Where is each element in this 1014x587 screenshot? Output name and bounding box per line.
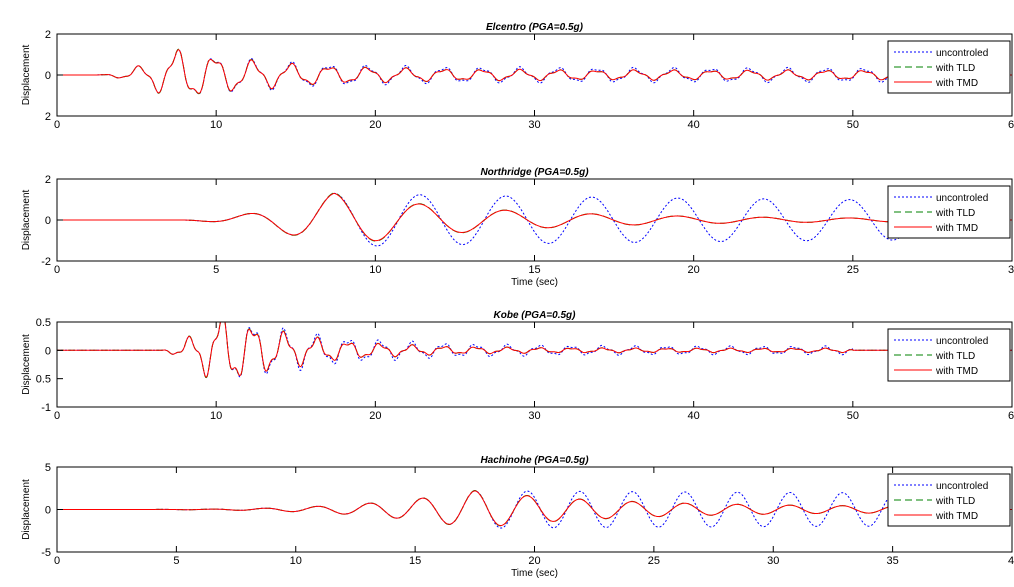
y-axis-label: Displacement <box>21 44 32 105</box>
subplot-title: Kobe (PGA=0.5g) <box>494 310 577 321</box>
x-tick-label: 20 <box>369 410 381 422</box>
with-tmd-line <box>57 490 1012 526</box>
y-tick-label: -5 <box>41 547 51 559</box>
legend-entry: with TLD <box>935 496 975 507</box>
legend-entry: with TMD <box>935 366 978 377</box>
uncontroled-line <box>57 192 1012 247</box>
x-tick-label: 20 <box>688 264 700 276</box>
x-tick-label: 40 <box>688 119 700 131</box>
legend: uncontroled with TLD with TMD <box>887 328 1011 382</box>
with-tmd-line <box>57 322 1012 378</box>
legend: uncontroled with TLD with TMD <box>887 40 1011 94</box>
x-tick-label: 5 <box>213 264 219 276</box>
y-tick-label: -1 <box>41 402 51 414</box>
x-tick-label: 25 <box>847 264 859 276</box>
x-tick-label: 15 <box>528 264 540 276</box>
x-tick-label: 5 <box>173 555 179 567</box>
x-tick-label: 20 <box>369 119 381 131</box>
x-tick-label: 50 <box>847 119 859 131</box>
y-axis-label: Displacement <box>21 479 32 540</box>
x-axis-label: Time (sec) <box>511 568 558 579</box>
x-tick-label: 0 <box>54 119 60 131</box>
legend-entry: with TMD <box>935 78 978 89</box>
y-tick-label: 2 <box>45 111 51 123</box>
y-tick-label: 2 <box>45 29 51 41</box>
subplot-3: Kobe (PGA=0.5g) 0 10 20 30 40 50 6 -1 0.5 0 0.5 Disp… <box>21 310 1014 422</box>
x-tick-label: 10 <box>290 555 302 567</box>
legend-entry: with TLD <box>935 208 975 219</box>
x-tick-label: 25 <box>648 555 660 567</box>
x-axis-label: Time (sec) <box>511 277 558 288</box>
subplot-2: Northridge (PGA=0.5g)0 5 10 15 20 25 3-202Disp… <box>21 167 1014 288</box>
x-tick-label: 30 <box>528 410 540 422</box>
axes-frame <box>56 33 1013 117</box>
uncontroled-line <box>57 49 1012 95</box>
x-tick-label: 0 <box>54 264 60 276</box>
legend-entry: uncontroled <box>936 193 988 204</box>
x-tick-label: 4 <box>1008 555 1014 567</box>
subplot-4: Hachinohe (PGA=0.5g)0 5 10 15 20 25 30 35 4-505D… <box>21 455 1014 579</box>
y-tick-label: 2 <box>45 174 51 186</box>
x-tick-label: 6 <box>1008 410 1014 422</box>
y-tick-label: 0.5 <box>36 374 51 386</box>
x-tick-label: 10 <box>210 410 222 422</box>
x-tick-label: 3 <box>1008 264 1014 276</box>
y-tick-label: -2 <box>41 256 51 268</box>
subplot-title: Northridge (PGA=0.5g) <box>480 167 589 178</box>
x-tick-label: 35 <box>887 555 899 567</box>
legend-box <box>887 40 1011 94</box>
x-tick-label: 30 <box>528 119 540 131</box>
axes-frame <box>56 321 1013 408</box>
x-tick-label: 50 <box>847 410 859 422</box>
legend-entry: with TMD <box>935 223 978 234</box>
subplot-1: Elcentro (PGA=0.5g)0 10 20 30 40 50 6202Displa… <box>21 22 1014 131</box>
x-tick-label: 0 <box>54 555 60 567</box>
with-tmd-line <box>57 192 1012 242</box>
x-tick-label: 30 <box>767 555 779 567</box>
x-tick-label: 10 <box>369 264 381 276</box>
legend-entry: uncontroled <box>936 48 988 59</box>
y-axis-label: Displacement <box>21 189 32 250</box>
y-tick-label: 0 <box>45 505 51 517</box>
uncontroled-line <box>57 490 1012 529</box>
with-tld-line <box>57 490 1012 527</box>
x-tick-label: 0 <box>54 410 60 422</box>
legend-entry: uncontroled <box>936 481 988 492</box>
y-axis-label: Displacement <box>21 334 32 395</box>
legend-entry: with TLD <box>935 351 975 362</box>
x-tick-label: 15 <box>409 555 421 567</box>
legend: uncontroled with TLD with TMD <box>887 185 1011 239</box>
x-tick-label: 40 <box>688 410 700 422</box>
y-tick-label: 0.5 <box>36 317 51 329</box>
y-tick-label: 0 <box>45 345 51 357</box>
legend-entry: uncontroled <box>936 336 988 347</box>
subplot-title: Elcentro (PGA=0.5g) <box>486 22 584 33</box>
x-tick-label: 10 <box>210 119 222 131</box>
legend-entry: with TMD <box>935 511 978 522</box>
y-tick-label: 5 <box>45 462 51 474</box>
subplot-title: Hachinohe (PGA=0.5g) <box>480 455 589 466</box>
x-tick-label: 20 <box>528 555 540 567</box>
legend-entry: with TLD <box>935 63 975 74</box>
y-tick-label: 0 <box>45 215 51 227</box>
y-tick-label: 0 <box>45 70 51 82</box>
legend: uncontroled with TLD with TMD <box>887 473 1011 527</box>
with-tmd-line <box>57 49 1012 94</box>
x-tick-label: 6 <box>1008 119 1014 131</box>
